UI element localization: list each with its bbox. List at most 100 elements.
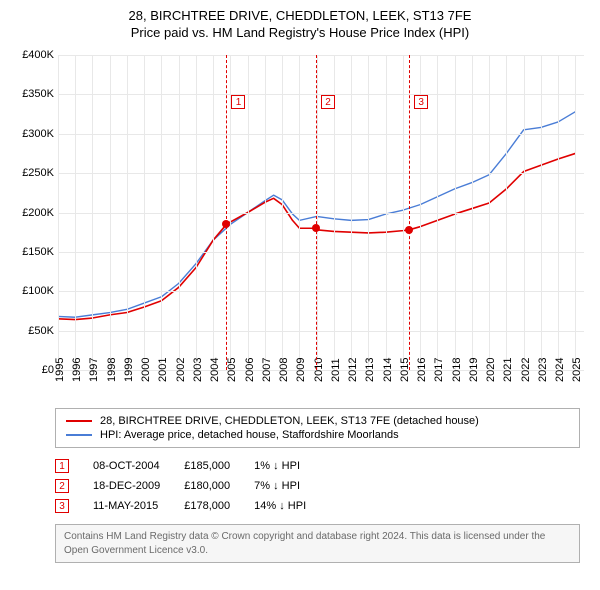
gridline-vertical	[265, 55, 266, 370]
event-delta: 14% ↓ HPI	[254, 496, 330, 516]
gridline-horizontal	[58, 173, 584, 174]
x-axis-label: 2021	[502, 358, 514, 382]
gridline-vertical	[161, 55, 162, 370]
gridline-vertical	[110, 55, 111, 370]
event-number-cell: 2	[55, 476, 93, 496]
event-number-cell: 1	[55, 456, 93, 476]
gridline-horizontal	[58, 55, 584, 56]
event-number-box: 2	[55, 479, 69, 493]
gridline-vertical	[92, 55, 93, 370]
x-axis-label: 1997	[88, 358, 100, 382]
gridline-horizontal	[58, 134, 584, 135]
gridline-vertical	[282, 55, 283, 370]
x-axis-label: 2018	[451, 358, 463, 382]
legend-swatch	[66, 434, 92, 436]
legend-row: HPI: Average price, detached house, Staf…	[66, 428, 569, 442]
chart-legend: 28, BIRCHTREE DRIVE, CHEDDLETON, LEEK, S…	[55, 408, 580, 448]
event-number-cell: 3	[55, 496, 93, 516]
event-dot	[222, 220, 230, 228]
event-row: 1 08-OCT-2004£185,0001% ↓ HPI	[55, 456, 330, 476]
event-dot	[405, 226, 413, 234]
chart-plot: £0£50K£100K£150K£200K£250K£300K£350K£400…	[58, 55, 584, 370]
attribution-text: Contains HM Land Registry data © Crown c…	[55, 524, 580, 563]
x-axis-label: 2005	[226, 358, 238, 382]
x-axis-label: 2001	[157, 358, 169, 382]
x-axis-label: 2011	[330, 358, 342, 382]
chart-area: £0£50K£100K£150K£200K£250K£300K£350K£400…	[10, 50, 590, 400]
legend-swatch	[66, 420, 92, 422]
gridline-vertical	[196, 55, 197, 370]
x-axis-label: 2014	[382, 358, 394, 382]
event-date: 11-MAY-2015	[93, 496, 184, 516]
x-axis-label: 2006	[244, 358, 256, 382]
legend-label: 28, BIRCHTREE DRIVE, CHEDDLETON, LEEK, S…	[100, 415, 479, 427]
gridline-vertical	[403, 55, 404, 370]
x-axis-label: 2017	[433, 358, 445, 382]
y-axis-label: £100K	[22, 285, 54, 297]
gridline-horizontal	[58, 331, 584, 332]
gridline-vertical	[386, 55, 387, 370]
gridline-vertical	[506, 55, 507, 370]
x-axis-label: 2019	[468, 358, 480, 382]
x-axis-label: 2002	[175, 358, 187, 382]
x-axis-label: 2022	[520, 358, 532, 382]
gridline-vertical	[299, 55, 300, 370]
y-axis-label: £300K	[22, 128, 54, 140]
gridline-vertical	[472, 55, 473, 370]
x-axis-label: 2000	[140, 358, 152, 382]
x-axis-label: 1995	[54, 358, 66, 382]
gridline-vertical	[558, 55, 559, 370]
event-line	[409, 55, 410, 370]
gridline-vertical	[489, 55, 490, 370]
y-axis-label: £150K	[22, 246, 54, 258]
x-axis-label: 1998	[106, 358, 118, 382]
event-price: £185,000	[184, 456, 254, 476]
gridline-vertical	[575, 55, 576, 370]
event-delta: 1% ↓ HPI	[254, 456, 330, 476]
x-axis-label: 2025	[571, 358, 583, 382]
event-date: 08-OCT-2004	[93, 456, 184, 476]
x-axis-label: 2010	[313, 358, 325, 382]
x-axis-label: 2016	[416, 358, 428, 382]
event-price: £178,000	[184, 496, 254, 516]
event-row: 3 11-MAY-2015£178,00014% ↓ HPI	[55, 496, 330, 516]
gridline-vertical	[248, 55, 249, 370]
x-axis-label: 1999	[123, 358, 135, 382]
event-line	[316, 55, 317, 370]
y-axis-label: £400K	[22, 49, 54, 61]
event-number-box: 3	[55, 499, 69, 513]
x-axis-label: 2023	[537, 358, 549, 382]
x-axis-label: 1996	[71, 358, 83, 382]
y-axis-label: £200K	[22, 207, 54, 219]
events-table: 1 08-OCT-2004£185,0001% ↓ HPI 2 18-DEC-2009…	[55, 456, 330, 516]
gridline-vertical	[179, 55, 180, 370]
gridline-vertical	[213, 55, 214, 370]
gridline-vertical	[455, 55, 456, 370]
event-line	[226, 55, 227, 370]
legend-label: HPI: Average price, detached house, Staf…	[100, 429, 399, 441]
event-number-box: 3	[414, 95, 428, 109]
x-axis-label: 2007	[261, 358, 273, 382]
gridline-vertical	[437, 55, 438, 370]
x-axis-label: 2004	[209, 358, 221, 382]
event-date: 18-DEC-2009	[93, 476, 184, 496]
event-number-box: 1	[231, 95, 245, 109]
x-axis-label: 2003	[192, 358, 204, 382]
gridline-vertical	[368, 55, 369, 370]
x-axis-label: 2012	[347, 358, 359, 382]
x-axis-label: 2013	[364, 358, 376, 382]
gridline-vertical	[127, 55, 128, 370]
gridline-horizontal	[58, 291, 584, 292]
gridline-vertical	[524, 55, 525, 370]
event-row: 218-DEC-2009£180,0007% ↓ HPI	[55, 476, 330, 496]
chart-subtitle: Price paid vs. HM Land Registry's House …	[0, 25, 600, 40]
x-axis-label: 2024	[554, 358, 566, 382]
event-delta: 7% ↓ HPI	[254, 476, 330, 496]
event-number-box: 2	[321, 95, 335, 109]
y-axis-label: £50K	[28, 325, 54, 337]
legend-row: 28, BIRCHTREE DRIVE, CHEDDLETON, LEEK, S…	[66, 414, 569, 428]
gridline-horizontal	[58, 213, 584, 214]
gridline-horizontal	[58, 252, 584, 253]
event-number-box: 1	[55, 459, 69, 473]
gridline-vertical	[144, 55, 145, 370]
